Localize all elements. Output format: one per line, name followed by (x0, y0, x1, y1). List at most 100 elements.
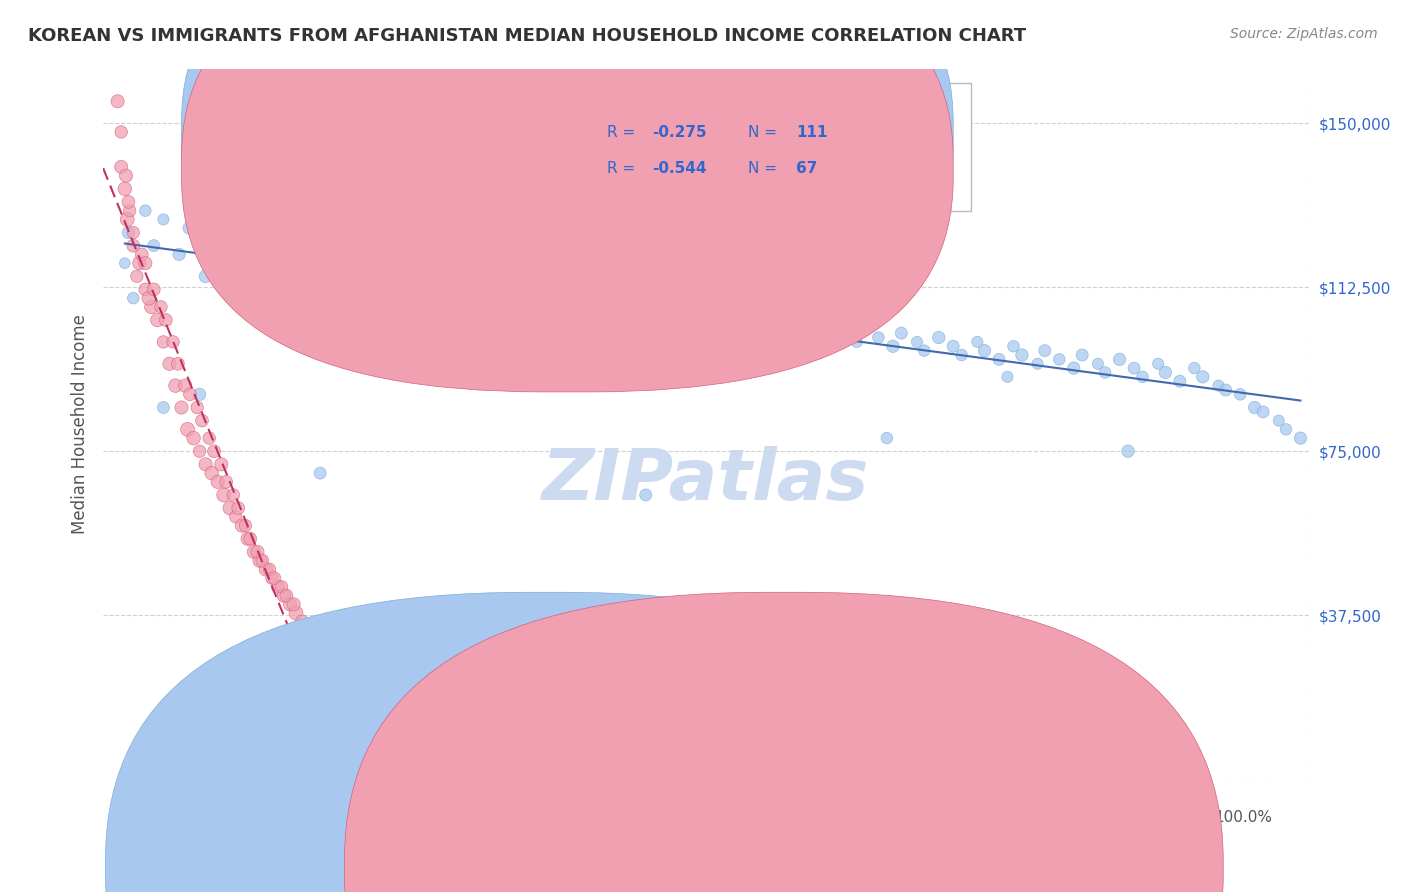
Point (845, 334, 868, 349)
Text: N =: N = (748, 125, 782, 140)
Point (167, 357, 190, 371)
Point (259, 562, 281, 576)
Point (1094, 366, 1116, 380)
Point (218, 501, 240, 516)
Point (420, 256, 443, 270)
Point (793, 322, 815, 336)
Point (672, 300, 695, 314)
FancyBboxPatch shape (181, 0, 953, 392)
Point (239, 532, 262, 546)
Text: Immigrants from Afghanistan: Immigrants from Afghanistan (731, 863, 956, 877)
Point (273, 146, 295, 161)
Point (117, 212, 139, 227)
Point (761, 318, 783, 332)
Point (544, 291, 567, 305)
Point (141, 300, 163, 314)
Point (1154, 366, 1177, 380)
Point (830, 326, 852, 340)
Point (249, 553, 271, 567)
Point (589, 282, 612, 296)
Point (138, 291, 160, 305)
Point (240, 226, 263, 240)
Point (273, 589, 295, 603)
Point (1147, 357, 1170, 371)
Point (966, 334, 988, 349)
Point (114, 182, 136, 196)
Point (1033, 343, 1056, 358)
Point (222, 488, 245, 502)
Point (890, 326, 912, 340)
Point (263, 571, 285, 585)
Point (550, 269, 572, 284)
Point (134, 256, 156, 270)
Point (134, 203, 156, 218)
Point (1071, 348, 1094, 362)
Point (807, 330, 830, 344)
Point (152, 334, 174, 349)
Point (868, 330, 890, 344)
Point (436, 265, 458, 279)
Point (1108, 352, 1130, 367)
Point (188, 444, 211, 458)
Point (1168, 374, 1191, 388)
Point (515, 300, 537, 314)
Point (396, 269, 419, 284)
Point (755, 357, 778, 371)
Point (297, 624, 319, 638)
Point (225, 509, 247, 524)
Point (458, 256, 481, 270)
Point (882, 339, 904, 353)
Point (115, 169, 138, 183)
Point (212, 488, 235, 502)
Text: Koreans: Koreans (588, 863, 650, 877)
Point (382, 247, 405, 261)
Point (159, 357, 181, 371)
Point (117, 226, 139, 240)
Point (686, 309, 709, 323)
Point (278, 597, 301, 611)
Point (1243, 401, 1265, 415)
Point (114, 256, 136, 270)
Point (1063, 361, 1085, 376)
Point (605, 300, 627, 314)
Point (905, 334, 928, 349)
Point (1251, 405, 1274, 419)
Text: KOREAN VS IMMIGRANTS FROM AFGHANISTAN MEDIAN HOUSEHOLD INCOME CORRELATION CHART: KOREAN VS IMMIGRANTS FROM AFGHANISTAN ME… (28, 27, 1026, 45)
Point (218, 256, 240, 270)
Point (988, 352, 1011, 367)
FancyBboxPatch shape (501, 83, 972, 211)
Point (118, 203, 141, 218)
Point (290, 252, 312, 266)
Point (201, 466, 224, 480)
Point (283, 597, 305, 611)
Point (821, 318, 844, 332)
Point (484, 282, 506, 296)
Point (236, 532, 259, 546)
Point (125, 269, 148, 284)
Text: R =: R = (607, 125, 640, 140)
Point (852, 322, 875, 336)
Point (254, 247, 277, 261)
Point (167, 247, 190, 261)
Point (973, 343, 995, 358)
Point (1229, 387, 1251, 401)
Point (202, 203, 225, 218)
Point (612, 291, 634, 305)
Point (489, 265, 512, 279)
Point (709, 304, 731, 318)
Text: 0.0%: 0.0% (139, 810, 179, 825)
Point (276, 589, 298, 603)
Point (122, 226, 145, 240)
Point (1116, 444, 1139, 458)
Point (226, 501, 249, 516)
Point (150, 300, 173, 314)
Point (225, 238, 247, 252)
Point (207, 475, 229, 489)
Point (183, 431, 205, 445)
Point (1002, 339, 1025, 353)
Point (468, 269, 491, 284)
Point (186, 401, 208, 415)
Point (928, 330, 950, 344)
Point (235, 518, 257, 533)
Point (152, 212, 174, 227)
